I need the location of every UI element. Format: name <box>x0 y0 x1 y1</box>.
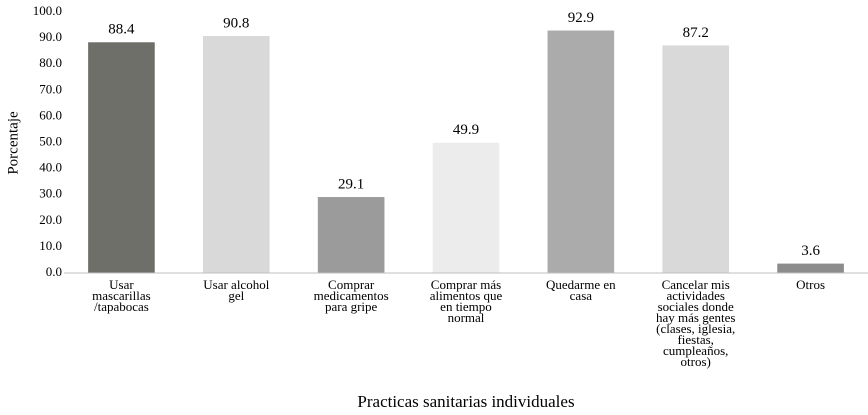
bar <box>317 197 385 273</box>
data-label: 90.8 <box>223 15 249 31</box>
y-tick-label: 60.0 <box>39 107 62 122</box>
x-tick-label: Cancelar mis actividades sociales donde … <box>655 277 736 369</box>
y-tick-label: 50.0 <box>39 133 62 148</box>
bar <box>777 263 844 273</box>
x-tick-label: Quedarme en casa <box>546 277 616 303</box>
data-label: 92.9 <box>568 10 594 26</box>
bar <box>432 142 500 273</box>
x-tick-label: Otros <box>796 277 825 292</box>
y-tick-label: 100.0 <box>33 3 62 18</box>
y-tick-label: 0.0 <box>46 264 62 279</box>
data-label: 3.6 <box>801 243 820 259</box>
y-axis-title: Porcentaje <box>5 111 21 175</box>
data-label: 49.9 <box>453 122 479 138</box>
data-label: 29.1 <box>338 176 364 192</box>
x-tick-label: Comprar más alimentos que en tiempo norm… <box>429 277 503 325</box>
y-tick-label: 20.0 <box>39 212 62 227</box>
y-tick-label: 30.0 <box>39 186 62 201</box>
bar <box>547 30 615 273</box>
x-axis-title: Practicas sanitarias individuales <box>357 392 574 411</box>
y-tick-label: 40.0 <box>39 160 62 175</box>
x-tick-label: Comprar medicamentos para gripe <box>313 277 389 314</box>
y-tick-label: 90.0 <box>39 29 62 44</box>
y-tick-label: 70.0 <box>39 81 62 96</box>
y-tick-label: 10.0 <box>39 238 62 253</box>
data-label: 87.2 <box>683 25 709 41</box>
y-tick-label: 80.0 <box>39 55 62 70</box>
x-tick-label: Usar alcohol gel <box>203 277 270 303</box>
bar <box>662 45 730 273</box>
data-label: 88.4 <box>108 22 135 38</box>
bar <box>88 42 155 273</box>
bar <box>202 36 270 274</box>
x-tick-label: Usar mascarillas /tapabocas <box>92 277 151 314</box>
